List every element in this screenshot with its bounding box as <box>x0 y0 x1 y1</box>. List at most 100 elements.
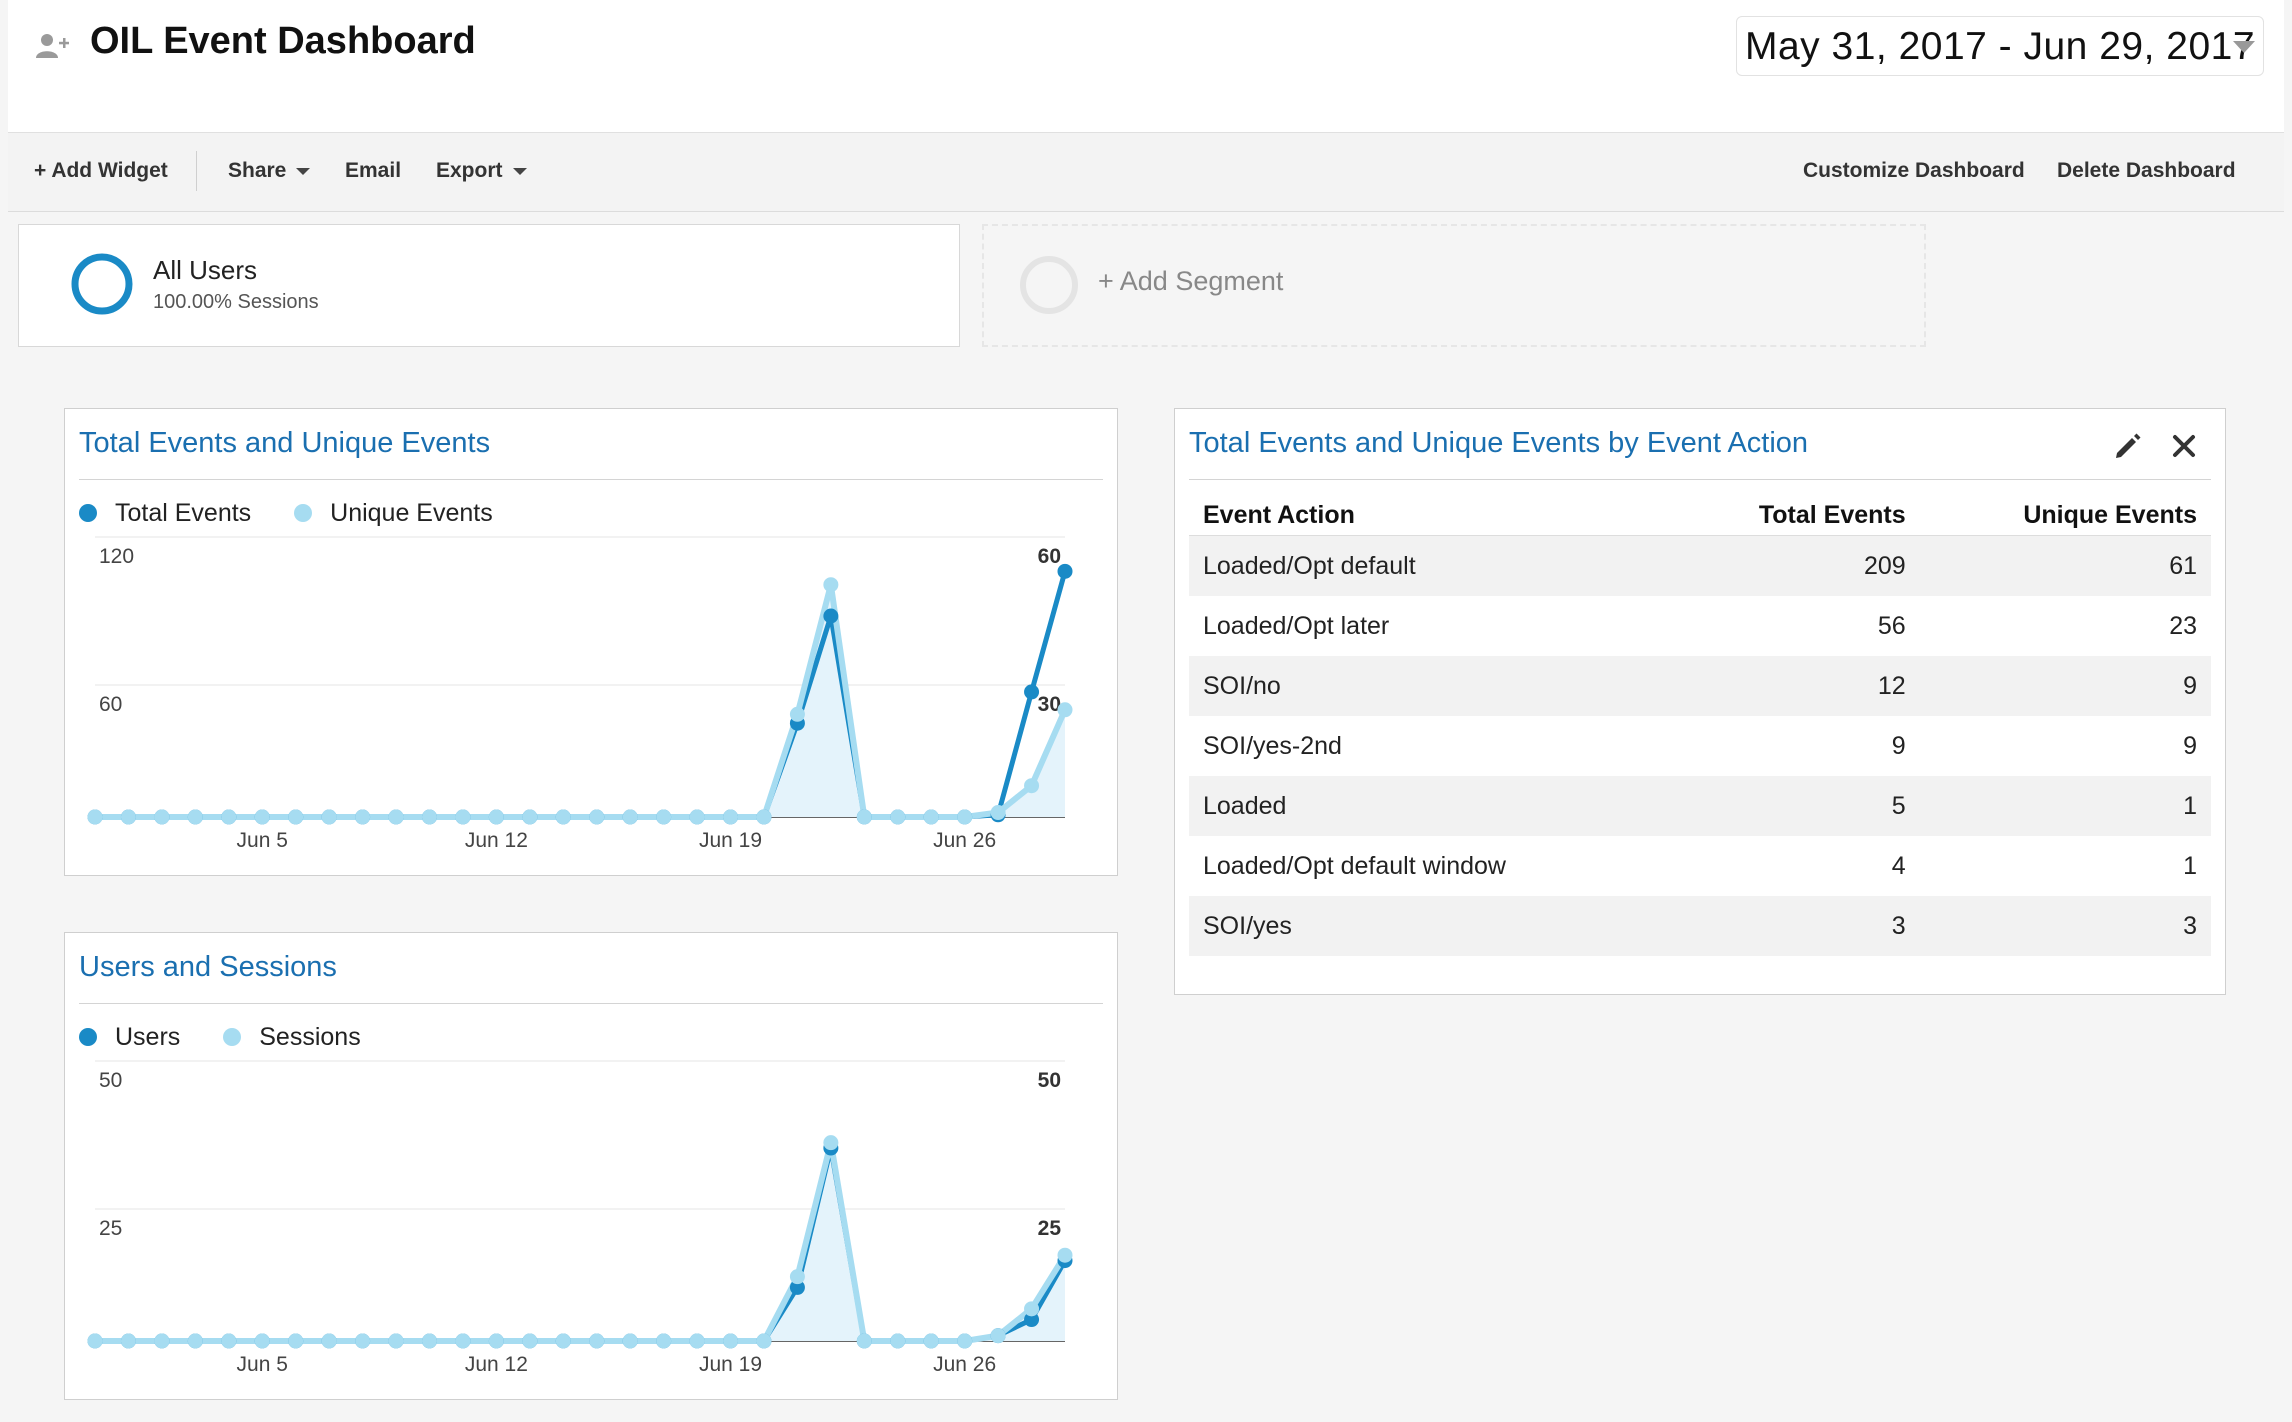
data-point-sessions <box>488 1333 504 1349</box>
data-point-sessions <box>254 1333 270 1349</box>
data-point-unique-events <box>254 809 270 825</box>
chevron-down-icon[interactable] <box>2233 41 2255 53</box>
data-point-unique-events <box>622 809 638 825</box>
data-point-total-events <box>823 608 839 624</box>
export-button[interactable]: Export <box>436 159 527 183</box>
chart-legend: Users Sessions <box>79 1023 397 1052</box>
data-point-sessions <box>823 1135 839 1151</box>
column-header-unique-events[interactable]: Unique Events <box>2023 500 2197 529</box>
table-row: Loaded/Opt default 209 61 <box>1189 535 2211 596</box>
column-header-total-events[interactable]: Total Events <box>1758 500 1906 529</box>
cell-total-events: 3 <box>1667 896 1920 956</box>
cell-unique-events: 1 <box>1919 776 2211 836</box>
left-axis-tick-label: 60 <box>99 693 122 716</box>
cell-unique-events: 23 <box>2169 611 2197 640</box>
data-point-unique-events <box>288 809 304 825</box>
chevron-down-icon <box>296 167 311 175</box>
customize-dashboard-button[interactable]: Customize Dashboard <box>1803 159 2025 182</box>
data-point-unique-events <box>923 809 939 825</box>
email-button[interactable]: Email <box>345 159 402 182</box>
cell-unique-events: 61 <box>1919 535 2211 596</box>
segment-all-users[interactable]: All Users 100.00% Sessions <box>18 224 960 347</box>
left-axis-tick-label: 25 <box>99 1217 122 1240</box>
cell-event-action: Loaded/Opt default window <box>1203 851 1506 880</box>
data-point-total-events <box>1057 563 1073 579</box>
cell-event-action: Loaded/Opt default <box>1189 535 1668 596</box>
data-point-sessions <box>589 1333 605 1349</box>
right-axis-tick-label: 60 <box>1038 545 1061 568</box>
data-point-unique-events <box>656 809 672 825</box>
legend-dot-dark <box>79 1028 97 1046</box>
x-axis-tick-label: Jun 19 <box>699 829 762 852</box>
share-button[interactable]: Share <box>228 159 311 183</box>
users-chart-widget: Users and Sessions Users Sessions 50 25 50… <box>64 932 1118 1400</box>
cell-unique-events: 1 <box>2183 851 2197 880</box>
cell-total-events: 5 <box>1667 776 1920 836</box>
data-point-sessions <box>723 1333 739 1349</box>
widget-title[interactable]: Total Events and Unique Events by Event … <box>1189 427 1809 459</box>
data-point-sessions <box>154 1333 170 1349</box>
legend-dot-light <box>223 1028 242 1046</box>
page-title: OIL Event Dashboard <box>90 20 476 62</box>
cell-event-action: SOI/yes <box>1189 896 1668 956</box>
data-point-unique-events <box>522 809 538 825</box>
date-range-picker[interactable]: May 31, 2017 - Jun 29, 2017 <box>1736 16 2264 76</box>
add-user-icon[interactable] <box>34 30 74 62</box>
series-line-total-events <box>95 570 1068 820</box>
data-point-unique-events <box>689 809 705 825</box>
delete-dashboard-button[interactable]: Delete Dashboard <box>2057 159 2236 182</box>
users-line-chart: 50 25 50 25 Jun 5 Jun 12 Jun 19 Jun 26 <box>87 1060 1073 1376</box>
legend-item-sessions: Sessions <box>223 1023 361 1052</box>
close-icon[interactable] <box>2169 431 2199 461</box>
data-point-unique-events <box>823 577 839 593</box>
data-point-sessions <box>856 1333 872 1349</box>
event-action-table: Event Action Total Events Unique Events … <box>1189 495 2211 956</box>
dashboard-header: OIL Event Dashboard May 31, 2017 - Jun 2… <box>8 0 2284 133</box>
pencil-icon[interactable] <box>2113 431 2143 461</box>
data-point-sessions <box>221 1333 237 1349</box>
right-axis-tick-label: 25 <box>1038 1217 1062 1240</box>
data-point-unique-events <box>756 809 772 825</box>
series-area-unique-events <box>95 584 1065 817</box>
cell-unique-events: 9 <box>1919 656 2211 716</box>
data-point-sessions <box>87 1333 103 1349</box>
data-point-users <box>789 1279 805 1295</box>
left-axis-tick-label: 120 <box>99 545 134 568</box>
widget-title[interactable]: Total Events and Unique Events <box>79 427 491 459</box>
cell-total-events: 4 <box>1891 851 1906 880</box>
legend-label: Users <box>115 1023 181 1051</box>
add-segment-label: + Add Segment <box>1098 266 1284 296</box>
legend-label: Total Events <box>115 499 252 527</box>
data-point-sessions <box>522 1333 538 1349</box>
data-point-unique-events <box>87 809 103 825</box>
data-point-sessions <box>1024 1301 1040 1317</box>
data-point-unique-events <box>321 809 337 825</box>
series-line-sessions <box>95 1139 1068 1344</box>
data-point-sessions <box>187 1333 203 1349</box>
add-widget-button[interactable]: + Add Widget <box>34 159 168 182</box>
table-header-row: Event Action Total Events Unique Events <box>1189 495 2211 536</box>
table-row: Loaded/Opt default window 4 1 <box>1189 836 2211 896</box>
table-row: SOI/no 12 9 <box>1189 656 2211 716</box>
data-point-unique-events <box>388 809 404 825</box>
segment-name: All Users <box>153 255 258 285</box>
right-axis-tick-label: 30 <box>1038 693 1061 716</box>
data-point-sessions <box>288 1333 304 1349</box>
data-point-sessions <box>1057 1247 1073 1263</box>
widget-divider <box>79 479 1103 480</box>
data-point-sessions <box>622 1333 638 1349</box>
data-point-sessions <box>555 1333 571 1349</box>
cell-total-events: 12 <box>1667 656 1920 716</box>
table-row: Loaded/Opt later 56 23 <box>1189 596 2211 656</box>
widget-title[interactable]: Users and Sessions <box>79 951 337 983</box>
data-point-unique-events <box>957 809 973 825</box>
data-point-unique-events <box>990 805 1006 821</box>
cell-event-action: Loaded/Opt later <box>1203 611 1390 640</box>
x-axis-tick-label: Jun 19 <box>699 1353 762 1376</box>
legend-item-total-events: Total Events <box>79 499 251 528</box>
column-header-event-action[interactable]: Event Action <box>1203 500 1355 529</box>
legend-item-users: Users <box>79 1023 180 1052</box>
add-segment-button[interactable]: + Add Segment <box>982 224 1926 347</box>
table-row: SOI/yes-2nd 9 9 <box>1189 716 2211 776</box>
series-area-sessions <box>95 1142 1065 1341</box>
